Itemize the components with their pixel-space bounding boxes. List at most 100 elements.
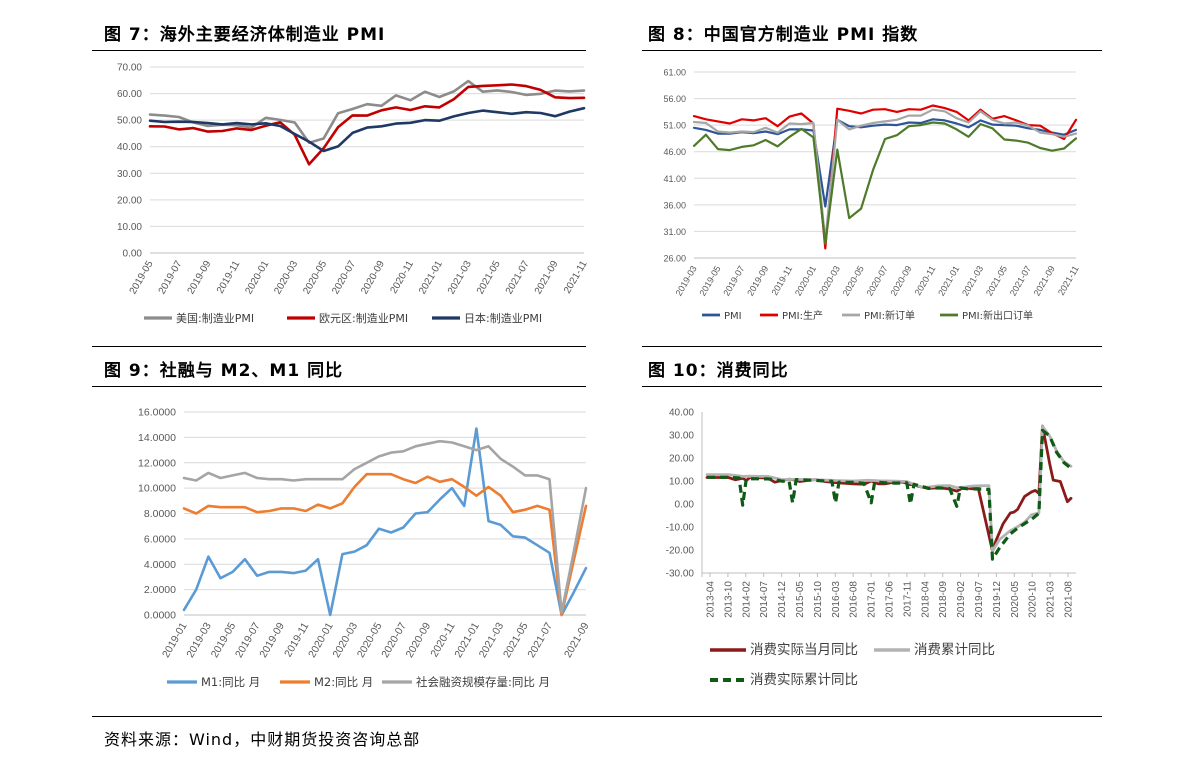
x-tick-label: 2014-12 <box>777 581 788 618</box>
y-tick-label: 20.00 <box>117 195 142 206</box>
x-tick-label: 2019-07 <box>721 264 746 298</box>
chart-fig9: 0.0000 2.0000 4.0000 6.0000 8.0000 10.0000 12.… <box>92 392 602 702</box>
x-tick-label: 2021-05 <box>475 259 503 297</box>
x-tick-label: 2021-03 <box>960 264 985 298</box>
series-line-2 <box>148 83 586 166</box>
x-tick-label: 2021-09 <box>1032 264 1057 298</box>
chart-fig9-svg: 0.0000 2.0000 4.0000 6.0000 8.0000 10.0000 12.… <box>138 407 592 690</box>
legend-label-2: PMI:生产 <box>782 309 823 322</box>
x-tick-label: 2017-01 <box>867 581 878 618</box>
chart-fig8-svg: 26.00 31.00 36.00 41.00 46.00 51.00 56.00 61.00… <box>663 68 1081 323</box>
y-tick-label: 70.00 <box>117 63 142 74</box>
divider-bottom <box>92 716 1102 717</box>
divider-fig10-top <box>642 346 1102 347</box>
x-tick-label: 2020-09 <box>359 259 387 297</box>
x-tick-label: 2019-12 <box>992 581 1003 618</box>
chart-fig8: 26.00 31.00 36.00 41.00 46.00 51.00 56.00 61.00… <box>642 55 1102 340</box>
x-tick-label: 2016-03 <box>831 581 842 618</box>
y-tick-label: -20.00 <box>666 546 695 557</box>
x-tick-label: 2019-03 <box>674 264 699 298</box>
y-tick-label: 50.00 <box>117 116 142 127</box>
y-tick-label: 60.00 <box>117 89 142 100</box>
x-tick-label: 2019-02 <box>956 581 967 618</box>
x-tick-label: 2020-03 <box>272 259 300 297</box>
y-tick-label: 10.00 <box>669 477 694 488</box>
divider-fig8-top <box>642 50 1102 51</box>
y-tick-label: 56.00 <box>663 94 686 104</box>
y-tick-label: 31.00 <box>663 227 686 237</box>
x-tick-label: 2020-11 <box>388 259 416 296</box>
x-tick-label: 2021-03 <box>446 259 474 297</box>
figure-7-title: 图 7：海外主要经济体制造业 PMI <box>104 25 386 45</box>
y-tick-label: 36.00 <box>663 200 686 210</box>
x-tick-label: 2019-07 <box>157 259 185 297</box>
y-tick-label: 61.00 <box>663 68 686 78</box>
x-tick-label: 2021-11 <box>562 259 590 296</box>
figure-10-title: 图 10：消费同比 <box>648 361 789 381</box>
series-line-3 <box>707 428 1073 561</box>
legend-label-2: M2:同比 月 <box>314 675 373 689</box>
y-tick-label: 10.0000 <box>138 483 176 495</box>
legend-label-3: 消费实际累计同比 <box>750 672 858 688</box>
x-tick-label: 2021-09 <box>562 620 592 660</box>
x-tick-label: 2020-05 <box>301 259 329 297</box>
x-tick-label: 2021-08 <box>1064 581 1075 618</box>
series-line-2 <box>182 472 588 617</box>
chart-fig10-svg: -30.00 -20.00 -10.00 0.00 10.00 20.00 30.00 40.… <box>666 408 1076 688</box>
y-tick-label: -30.00 <box>666 569 695 580</box>
legend-label-2: 消费累计同比 <box>914 642 995 658</box>
legend-label-2: 欧元区:制造业PMI <box>319 311 408 325</box>
x-tick-label: 2021-05 <box>984 264 1009 298</box>
series-line-1 <box>692 118 1078 208</box>
y-tick-label: 10.00 <box>117 222 142 233</box>
x-tick-label: 2020-09 <box>888 264 913 298</box>
y-tick-label: 16.0000 <box>138 407 176 419</box>
legend-label-3: PMI:新订单 <box>864 309 915 322</box>
x-tick-label: 2021-03 <box>1046 581 1057 618</box>
x-tick-label: 2020-11 <box>913 264 938 297</box>
legend-label-4: PMI:新出口订单 <box>962 309 1033 322</box>
y-tick-label: 26.00 <box>663 254 686 264</box>
series-line-2 <box>705 424 1073 553</box>
legend-label-1: 消费实际当月同比 <box>750 642 858 658</box>
y-tick-label: 30.00 <box>117 169 142 180</box>
x-tick-label: 2019-05 <box>697 264 722 298</box>
x-tick-label: 2014-02 <box>741 581 752 618</box>
y-tick-label: 4.0000 <box>144 559 176 571</box>
series-line-4 <box>692 121 1078 245</box>
legend-label-3: 日本:制造业PMI <box>464 311 542 325</box>
figure-8-title: 图 8：中国官方制造业 PMI 指数 <box>648 25 919 45</box>
series-line-1 <box>182 427 588 617</box>
divider-fig10-sub <box>642 386 1102 387</box>
x-tick-label: 2021-09 <box>533 259 561 297</box>
divider-fig7-top <box>92 50 586 51</box>
y-tick-label: 40.00 <box>117 142 142 153</box>
x-tick-label: 2020-10 <box>1028 581 1039 618</box>
chart-fig10: -30.00 -20.00 -10.00 0.00 10.00 20.00 30.00 40.… <box>642 392 1102 702</box>
x-tick-label: 2015-10 <box>813 581 824 618</box>
y-tick-label: 14.0000 <box>138 432 176 444</box>
y-tick-label: 0.00 <box>123 249 143 260</box>
x-tick-label: 2020-07 <box>865 264 890 298</box>
x-tick-label: 2015-05 <box>795 581 806 618</box>
x-tick-label: 2019-09 <box>186 259 214 297</box>
legend-label-3: 社会融资规模存量:同比 月 <box>416 675 550 689</box>
series-line-2 <box>692 104 1078 250</box>
y-tick-label: 51.00 <box>663 121 686 131</box>
x-tick-label: 2020-01 <box>793 264 818 298</box>
y-tick-label: 46.00 <box>663 147 686 157</box>
x-tick-label: 2021-11 <box>1056 264 1081 297</box>
x-tick-label: 2021-01 <box>936 264 961 298</box>
y-tick-label: 30.00 <box>669 431 694 442</box>
x-tick-label: 2017-11 <box>902 581 913 617</box>
y-tick-label: 8.0000 <box>144 508 176 520</box>
y-tick-label: -10.00 <box>666 523 695 534</box>
chart-fig7: 0.00 10.00 20.00 30.00 40.00 50.00 60.00 70.00 2… <box>92 55 602 340</box>
legend-label-1: 美国:制造业PMI <box>176 311 254 325</box>
x-tick-label: 2020-05 <box>841 264 866 298</box>
figure-9-title: 图 9：社融与 M2、M1 同比 <box>104 361 344 381</box>
y-tick-label: 0.00 <box>675 500 695 511</box>
x-tick-label: 2013-10 <box>723 581 734 618</box>
x-tick-label: 2016-08 <box>849 581 860 618</box>
x-tick-label: 2018-04 <box>920 581 931 618</box>
